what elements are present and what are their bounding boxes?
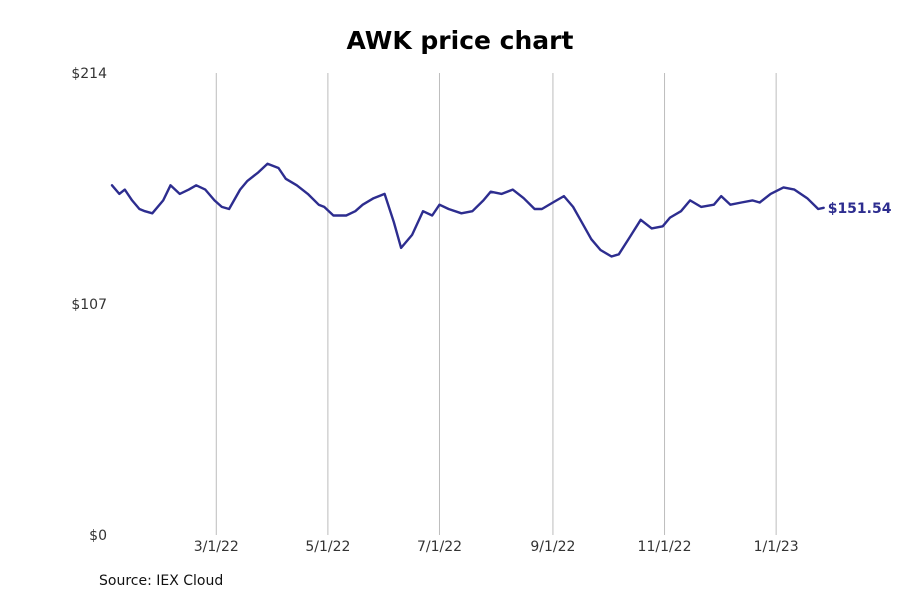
x-tick-label: 9/1/22 (530, 539, 575, 555)
end-value-label: $151.54 (828, 201, 892, 217)
y-tick-label: $107 (71, 297, 107, 313)
end-value-label-group: $151.54 (828, 201, 892, 217)
y-tick-label: $214 (71, 66, 107, 82)
price-series (110, 162, 825, 258)
y-tick-label: $0 (89, 528, 107, 544)
x-axis-ticks: 3/1/22 5/1/22 7/1/22 9/1/22 11/1/22 1/1/23 (194, 539, 799, 555)
price-line (110, 162, 825, 258)
y-axis-ticks: $0 $107 $214 (71, 66, 107, 544)
gridlines (215, 73, 777, 535)
source-note: Source: IEX Cloud (99, 573, 224, 589)
x-tick-label: 11/1/22 (638, 539, 692, 555)
x-tick-label: 1/1/23 (754, 539, 799, 555)
x-tick-label: 7/1/22 (417, 539, 462, 555)
chart-title: AWK price chart (346, 26, 574, 55)
x-tick-label: 5/1/22 (305, 539, 350, 555)
x-tick-label: 3/1/22 (194, 539, 239, 555)
